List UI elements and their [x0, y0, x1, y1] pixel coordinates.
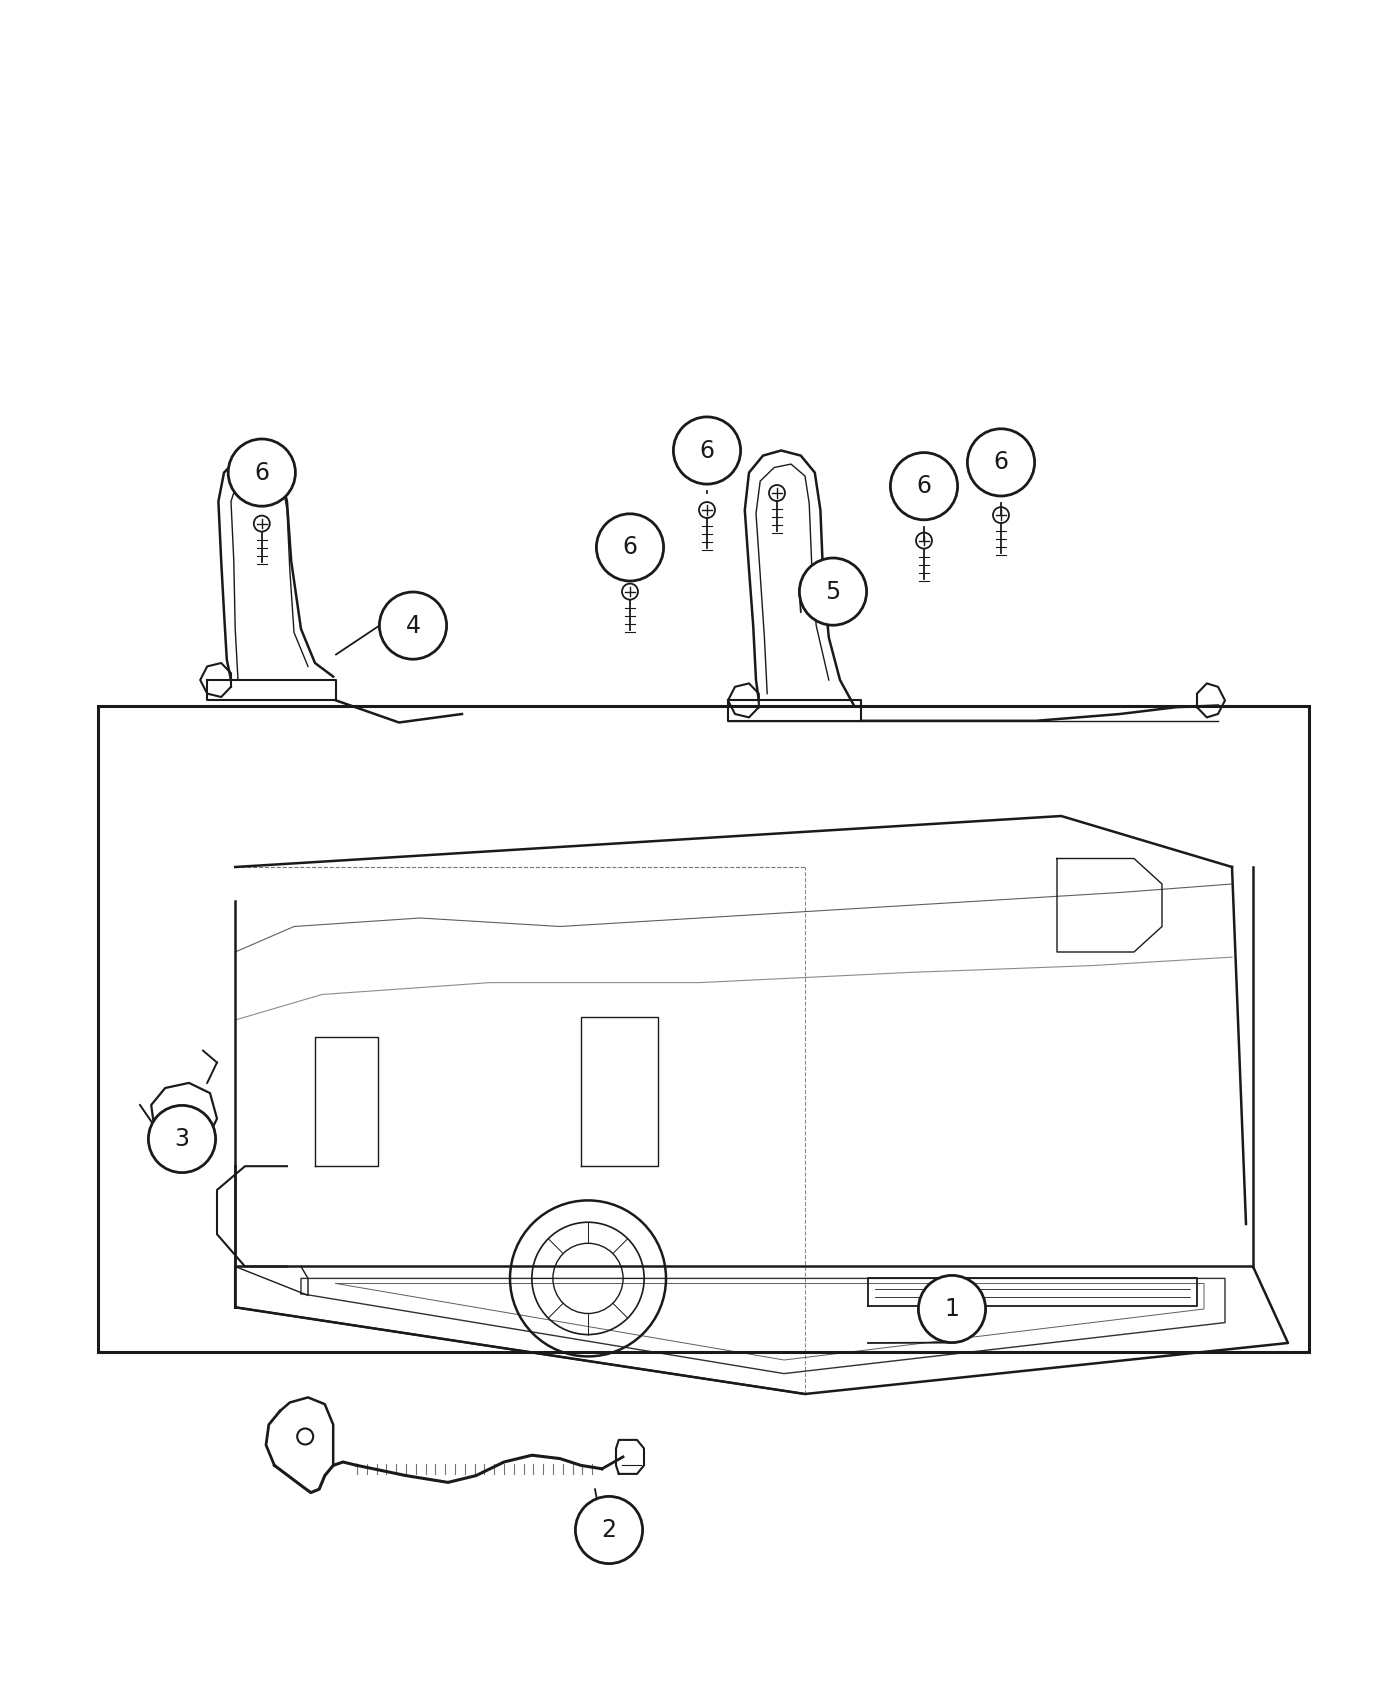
Circle shape: [575, 1496, 643, 1564]
Text: 6: 6: [917, 474, 931, 498]
Text: 2: 2: [602, 1518, 616, 1542]
Circle shape: [148, 1105, 216, 1173]
Text: 6: 6: [623, 536, 637, 559]
Circle shape: [890, 452, 958, 520]
Circle shape: [967, 428, 1035, 496]
Text: 6: 6: [255, 461, 269, 484]
Circle shape: [379, 592, 447, 660]
Text: 3: 3: [175, 1127, 189, 1151]
Bar: [98, 706, 1309, 1352]
Circle shape: [673, 416, 741, 484]
Circle shape: [918, 1275, 986, 1343]
Text: 4: 4: [406, 614, 420, 638]
Circle shape: [596, 513, 664, 581]
Text: 5: 5: [826, 580, 840, 604]
Text: 6: 6: [700, 439, 714, 462]
Circle shape: [228, 439, 295, 507]
Text: 1: 1: [945, 1297, 959, 1321]
Circle shape: [799, 558, 867, 626]
Text: 6: 6: [994, 450, 1008, 474]
